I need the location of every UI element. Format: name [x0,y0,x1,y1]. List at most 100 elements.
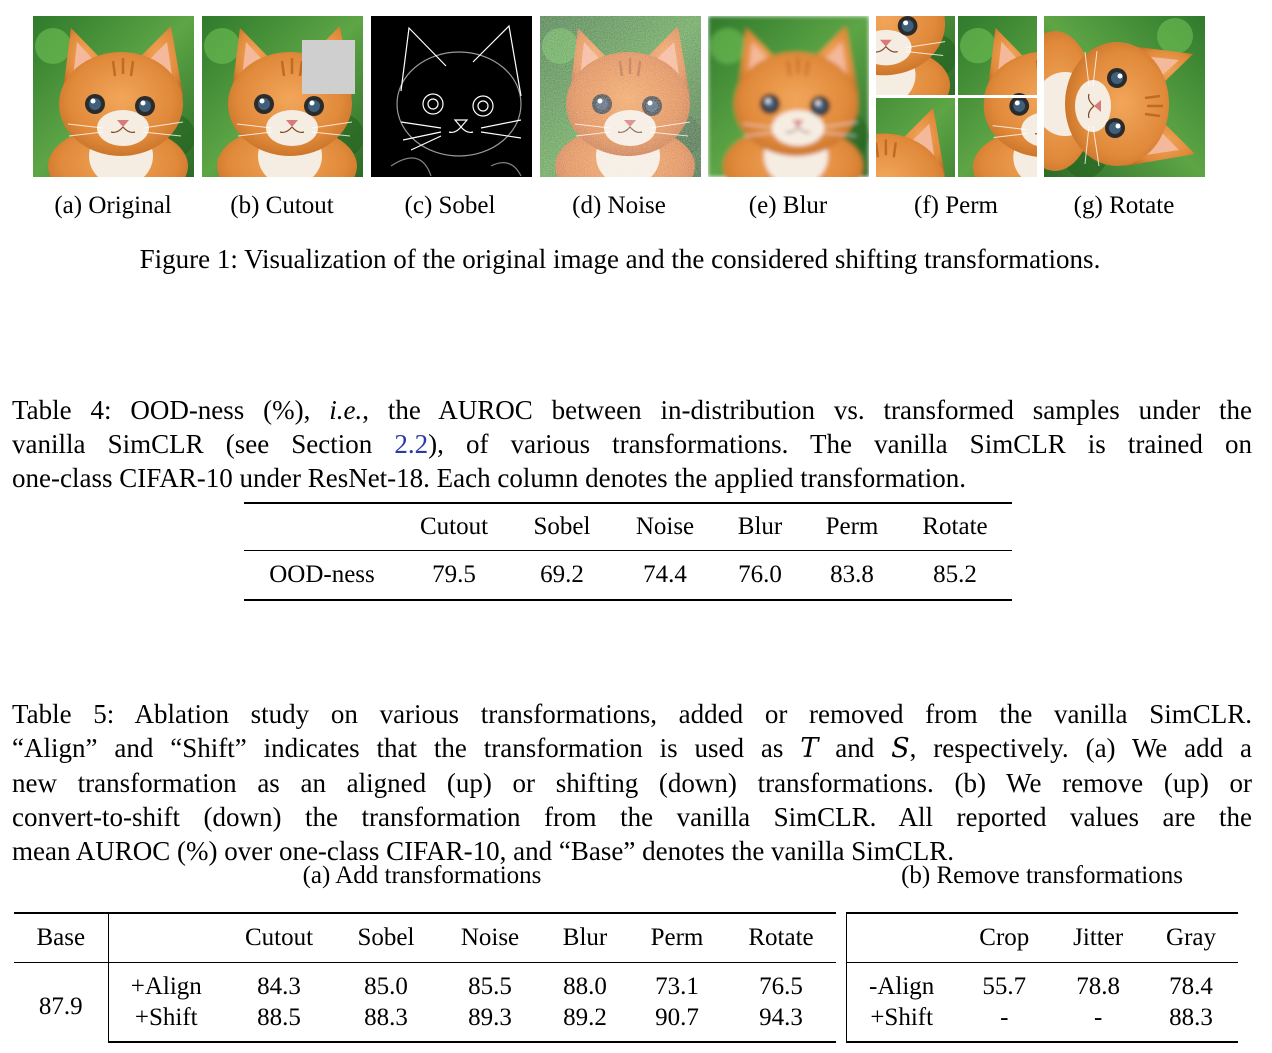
table-cell: 73.1 [655,972,699,1000]
table-cell: 88.0 [563,972,607,1000]
original-image [33,16,194,177]
table-cell: 89.2 [542,1002,628,1043]
row-label: OOD-ness [244,550,400,601]
header-cell: Gray [1144,912,1238,963]
table-5b-title: (b) Remove transformations [901,862,1183,889]
row-label: +Shift [108,1002,224,1043]
table-cell: 83.8 [806,550,898,601]
table-5a: Base Cutout Sobel Noise Blur Perm Rotate… [14,912,836,1043]
table-cell: 85.5 [468,972,512,1000]
row-label: -Align [846,962,957,1002]
table-cell: 85.2 [898,550,1012,601]
table-row: +Shift - - 88.3 [846,1002,1238,1043]
figure-1-caption: Figure 1: Visualization of the original … [139,244,1101,274]
header-cell: Cutout [224,912,334,963]
header-cell: Rotate [726,912,836,963]
caption-text: one-class CIFAR-10 under ResNet-18. Each… [12,463,967,493]
header-cell: Blur [542,912,628,963]
table-5a-title: (a) Add transformations [302,862,542,889]
table-cell: 78.4 [1169,972,1213,1000]
subcaption-cutout: (b) Cutout [230,192,334,219]
noise-image [540,16,701,177]
table-row: -Align 55.7 78.8 78.4 [846,962,1239,1002]
caption-line: Table 4: OOD-ness (%), i.e., the AUROC b… [12,393,1252,427]
table-row: +Shift 88.5 88.3 89.3 89.2 90.7 94.3 [14,1002,836,1043]
table-cell: 76.5 [759,972,803,1000]
row-label: +Align [130,972,202,1000]
caption-text: and [818,733,892,763]
table-cell: - [1052,1002,1145,1043]
table-cell: - [956,1002,1053,1043]
subcaption-blur: (e) Blur [748,192,828,219]
table-cell: 74.4 [616,550,714,601]
table-4: Cutout Sobel Noise Blur Perm Rotate OOD-… [244,502,1012,601]
header-cell [846,912,957,963]
caption-italic: i.e. [329,395,363,425]
header-cell: Sobel [334,912,438,963]
caption-line: mean AUROC (%) over one-class CIFAR-10, … [12,836,955,866]
table-cell: 79.5 [400,550,508,601]
header-cell: Perm [806,502,898,551]
section-link[interactable]: 2.2 [394,429,429,459]
cutout-image [202,16,363,177]
table-4-caption: Table 4: OOD-ness (%), i.e., the AUROC b… [12,393,1252,495]
caption-text: , the AUROC between in-distribution vs. … [362,395,1252,425]
table-cell: 94.3 [726,1002,836,1043]
caption-line: vanilla SimCLR (see Section 2.2), of var… [12,427,1252,461]
caption-line: “Align” and “Shift” indicates that the t… [12,731,1252,766]
caption-line: Table 5: Ablation study on various trans… [12,699,1252,729]
subcaption-rotate: (g) Rotate [1073,192,1175,219]
table-cell: 78.8 [1076,972,1121,1000]
table-5b: Crop Jitter Gray -Align 55.7 78.8 78.4 +… [846,912,1238,1043]
caption-text: , respectively. (a) We add a [909,733,1253,763]
blur-image [708,16,869,177]
rotate-image [1044,16,1205,177]
caption-text: Table 4: OOD-ness (%), [12,395,330,425]
perm-image [876,16,1037,177]
header-cell: Blur [714,502,806,551]
math-symbol: S [891,733,910,764]
table-row: OOD-ness 79.5 69.2 74.4 76.0 83.8 85.2 [244,550,1012,601]
header-cell: Base [14,912,109,963]
header-cell [108,912,224,963]
header-cell [244,502,400,551]
table-cell: 84.3 [257,972,301,1000]
caption-line: one-class CIFAR-10 under ResNet-18. Each… [12,461,1252,495]
table-header-row: Crop Jitter Gray [846,912,1238,963]
figure-1-image-row [0,16,1272,178]
sobel-image [371,16,532,177]
header-cell: Cutout [400,502,508,551]
header-cell: Noise [438,912,542,963]
table-header-row: Cutout Sobel Noise Blur Perm Rotate [244,502,1012,551]
table-cell: 69.2 [508,550,616,601]
header-cell: Jitter [1052,912,1145,963]
row-label: +Shift [846,1002,957,1043]
table-cell: 76.0 [714,550,806,601]
table-cell: 88.5 [224,1002,334,1043]
table-cell: 89.3 [438,1002,542,1043]
subcaption-original: (a) Original [54,192,172,219]
table-header-row: Base Cutout Sobel Noise Blur Perm Rotate [14,912,836,963]
table-cell: 55.7 [982,972,1027,1000]
table-5-caption: Table 5: Ablation study on various trans… [12,697,1252,868]
table-cell: 85.0 [364,972,408,1000]
table-cell: 90.7 [628,1002,726,1043]
caption-line: new transformation as an aligned (up) or… [12,768,1252,798]
header-cell: Perm [628,912,726,963]
header-cell: Noise [616,502,714,551]
table-cell: 88.3 [334,1002,438,1043]
header-cell: Crop [956,912,1053,963]
table-cell: 88.3 [1144,1002,1238,1043]
math-symbol: T [800,733,819,764]
base-value: 87.9 [14,962,109,1042]
caption-line: convert-to-shift (down) the transformati… [12,802,1252,832]
header-cell: Sobel [508,502,616,551]
caption-text: “Align” and “Shift” indicates that the t… [12,733,801,763]
subcaption-sobel: (c) Sobel [404,192,496,219]
caption-text: vanilla SimCLR (see Section [12,429,395,459]
caption-text: ), of various transformations. The vanil… [428,429,1252,459]
table-row: 87.9 +Align 84.3 85.0 85.5 88.0 73.1 76.… [14,962,836,1042]
subcaption-perm: (f) Perm [914,192,998,219]
subcaption-noise: (d) Noise [572,192,666,219]
header-cell: Rotate [898,502,1012,551]
